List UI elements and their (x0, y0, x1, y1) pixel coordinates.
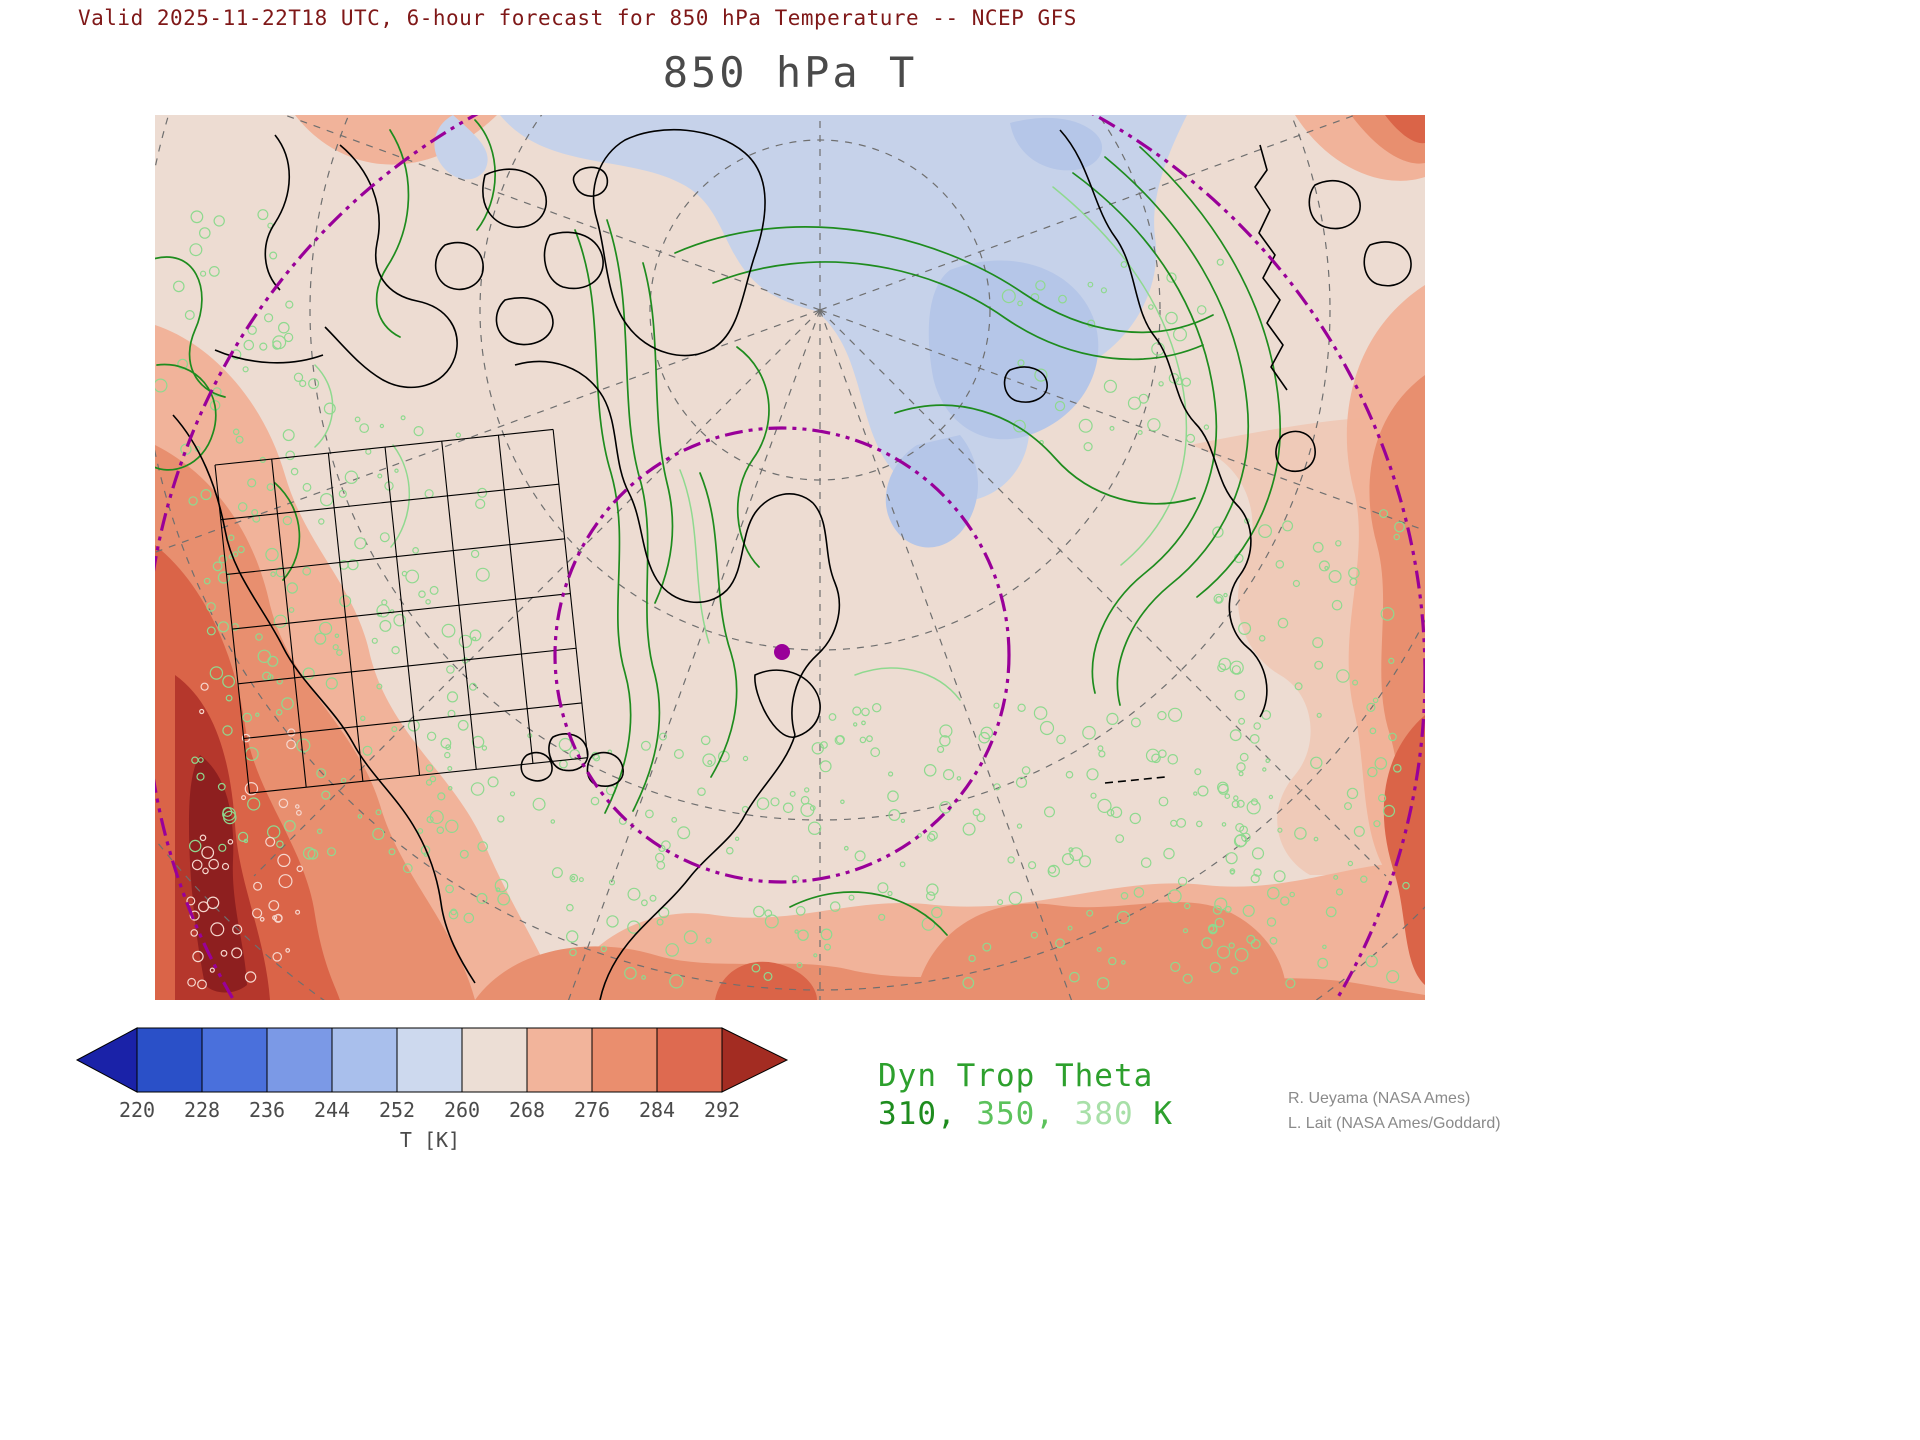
colorbar-tick: 244 (313, 1098, 351, 1122)
colorbar-svg (75, 1027, 789, 1093)
colorbar-tick: 220 (118, 1098, 156, 1122)
temperature-map (155, 115, 1425, 1000)
purple-center-marker (774, 644, 790, 660)
colorbar-segment (461, 1027, 528, 1093)
colorbar-left-arrow (75, 1027, 138, 1093)
theta-contours-light (314, 186, 1188, 701)
colorbar-segment (591, 1027, 658, 1093)
colorbar-segment (136, 1027, 203, 1093)
arctic-cold-core (885, 117, 1103, 548)
colorbar (75, 1025, 790, 1095)
theta-value-310: 310 (878, 1096, 937, 1132)
purple-latitude-circles (155, 115, 1425, 1000)
theta-unit: K (1133, 1096, 1173, 1132)
credits: R. Ueyama (NASA Ames) L. Lait (NASA Ames… (1288, 1086, 1501, 1136)
warm-region-maroon-core (189, 755, 247, 993)
colorbar-tick: 284 (638, 1098, 676, 1122)
colorbar-segment (201, 1027, 268, 1093)
colorbar-tick: 252 (378, 1098, 416, 1122)
theta-value-350: 350 (976, 1096, 1036, 1132)
colorbar-tick: 260 (443, 1098, 481, 1122)
colorbar-unit-label: T [K] (399, 1128, 461, 1152)
colorbar-tick: 236 (248, 1098, 286, 1122)
colorbar-tick: 276 (573, 1098, 611, 1122)
credit-line-2: L. Lait (NASA Ames/Goddard) (1288, 1115, 1501, 1132)
map-panel (155, 115, 1425, 1000)
theta-value-380: 380 (1074, 1096, 1134, 1132)
colorbar-right-arrow (721, 1027, 789, 1093)
colorbar-tick: 228 (183, 1098, 221, 1122)
colorbar-segment (526, 1027, 593, 1093)
credit-line-1: R. Ueyama (NASA Ames) (1288, 1090, 1471, 1107)
theta-speckle-field (155, 209, 1410, 990)
page-title: 850 hPa T (662, 48, 918, 97)
colorbar-segment (656, 1027, 723, 1093)
colorbar-tick: 292 (703, 1098, 741, 1122)
theta-separator: , (937, 1096, 977, 1132)
colorbar-segment (396, 1027, 463, 1093)
theta-contours-dark (155, 119, 1281, 936)
coastlines (172, 128, 1412, 1000)
colorbar-segment (331, 1027, 398, 1093)
valid-time-line: Valid 2025-11-22T18 UTC, 6-hour forecast… (78, 6, 1077, 30)
colorbar-segment (266, 1027, 333, 1093)
theta-legend-values: 310, 350, 380 K (878, 1096, 1173, 1132)
theta-separator: , (1035, 1096, 1075, 1132)
theta-legend-title: Dyn Trop Theta (878, 1058, 1154, 1094)
colorbar-tick: 268 (508, 1098, 546, 1122)
state-borders (214, 428, 589, 794)
graticule (155, 115, 1425, 1000)
